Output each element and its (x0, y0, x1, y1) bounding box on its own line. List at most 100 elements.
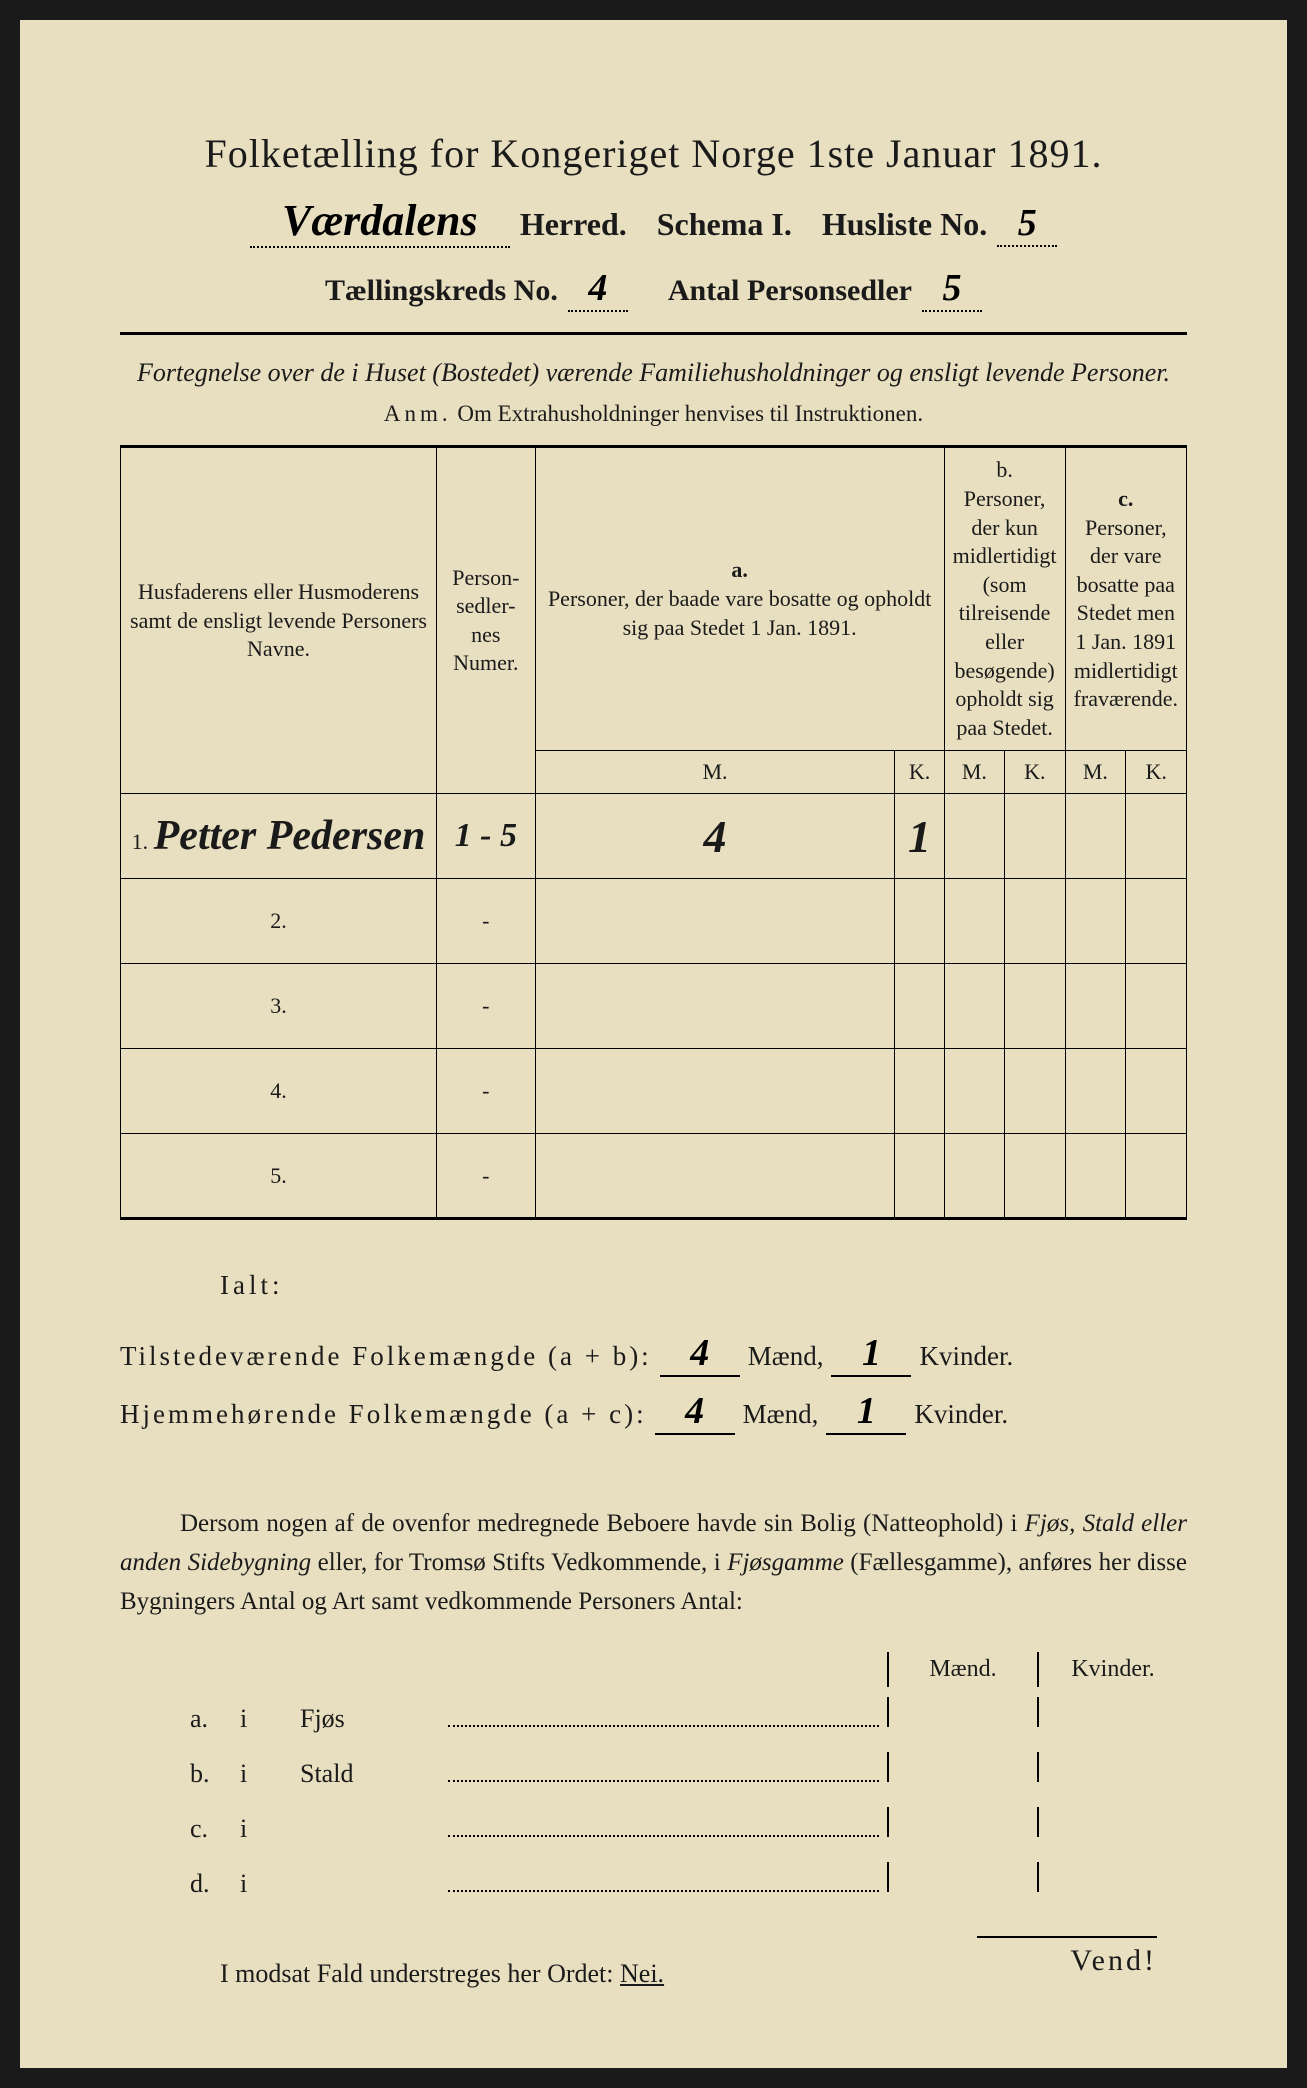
building-label: a. (190, 1704, 240, 1734)
nei: Nei. (620, 1959, 664, 1988)
table-row: 2. - (121, 879, 1187, 964)
row-a_k-cell (895, 1134, 944, 1219)
row-b_m-cell (944, 964, 1004, 1049)
building-val-k (1037, 1862, 1187, 1892)
building-i: i (240, 1814, 300, 1844)
kvinder-label-1: Kvinder. (919, 1341, 1013, 1372)
col-header-numer: Person-sedler-nes Numer. (437, 447, 536, 794)
hjemme-label: Hjemmehørende Folkemængde (a + c): (120, 1399, 647, 1430)
building-name: Fjøs (300, 1704, 440, 1734)
row-c_m-cell (1065, 879, 1126, 964)
row-b_k-cell (1005, 879, 1065, 964)
row-name-cell: 3. (121, 964, 437, 1049)
row-b_m-cell (944, 879, 1004, 964)
building-dots (448, 1835, 879, 1837)
building-row: b.iStald (120, 1752, 1187, 1789)
row-a_m-cell (535, 879, 895, 964)
anm-line: Anm. Om Extrahusholdninger henvises til … (120, 401, 1187, 427)
building-val-k (1037, 1752, 1187, 1782)
row-b_k-cell (1005, 1049, 1065, 1134)
subtitle-text: Fortegnelse over de i Huset (Bostedet) v… (120, 355, 1187, 391)
building-dots (448, 1725, 879, 1727)
row-numer-cell: - (437, 964, 536, 1049)
divider-1 (120, 332, 1187, 335)
table-row: 4. - (121, 1049, 1187, 1134)
main-title: Folketælling for Kongeriget Norge 1ste J… (120, 130, 1187, 177)
building-val-m (887, 1862, 1037, 1892)
row-numer-cell: - (437, 879, 536, 964)
building-section: Mænd. Kvinder. a.iFjøsb.iStaldc.id.i (120, 1652, 1187, 1899)
row-b_k-cell (1005, 1134, 1065, 1219)
row-c_k-cell (1126, 964, 1187, 1049)
ialt-label: Ialt: (220, 1270, 1187, 1301)
ialt-section: Ialt: Tilstedeværende Folkemængde (a + b… (120, 1270, 1187, 1435)
schema-label: Schema I. (657, 206, 792, 243)
col-header-names: Husfaderens eller Husmoderens samt de en… (121, 447, 437, 794)
main-table: Husfaderens eller Husmoderens samt de en… (120, 445, 1187, 1220)
row-c_m-cell (1065, 1134, 1126, 1219)
taelling-label: Tællingskreds No. (325, 274, 558, 308)
col-c-k: K. (1126, 751, 1187, 794)
dersom-paragraph: Dersom nogen af de ovenfor medregnede Be… (120, 1505, 1187, 1621)
col-a-m: M. (535, 751, 895, 794)
building-dots (448, 1780, 879, 1782)
row-name-cell: 5. (121, 1134, 437, 1219)
row-b_k-cell (1005, 964, 1065, 1049)
census-form-page: Folketælling for Kongeriget Norge 1ste J… (20, 20, 1287, 2068)
hjemme-row: Hjemmehørende Folkemængde (a + c): 4 Mæn… (120, 1389, 1187, 1435)
building-header-maend: Mænd. (887, 1652, 1037, 1687)
col-header-c: c. Personer, der vare bosatte paa Stedet… (1065, 447, 1186, 751)
herred-label: Herred. (520, 206, 627, 243)
building-val-m (887, 1752, 1037, 1782)
row-b_m-cell (944, 794, 1004, 879)
col-b-m: M. (944, 751, 1004, 794)
row-a_k-cell (895, 1049, 944, 1134)
antal-value: 5 (922, 266, 982, 312)
tilstede-m: 4 (660, 1331, 740, 1377)
hjemme-k: 1 (826, 1389, 906, 1435)
tilstede-k: 1 (831, 1331, 911, 1377)
tilstede-row: Tilstedeværende Folkemængde (a + b): 4 M… (120, 1331, 1187, 1377)
anm-text: Om Extrahusholdninger henvises til Instr… (457, 401, 923, 426)
col-header-b: b. Personer, der kun midlertidigt (som t… (944, 447, 1065, 751)
col-header-a: a. Personer, der baade vare bosatte og o… (535, 447, 944, 751)
row-a_k-cell (895, 879, 944, 964)
title-line-2: Værdalens Herred. Schema I. Husliste No.… (120, 195, 1187, 248)
herred-value: Værdalens (250, 195, 510, 248)
building-label: b. (190, 1759, 240, 1789)
row-numer-cell: 1 - 5 (437, 794, 536, 879)
row-a_m-cell (535, 964, 895, 1049)
husliste-value: 5 (997, 201, 1057, 247)
row-a_m-cell (535, 1134, 895, 1219)
vend-label: Vend! (977, 1936, 1157, 1978)
row-name-cell: 2. (121, 879, 437, 964)
antal-label: Antal Personsedler (668, 274, 912, 308)
taelling-value: 4 (568, 266, 628, 312)
row-a_m-cell (535, 1049, 895, 1134)
table-row: 3. - (121, 964, 1187, 1049)
col-a-k: K. (895, 751, 944, 794)
row-a_m-cell: 4 (535, 794, 895, 879)
row-c_k-cell (1126, 794, 1187, 879)
modsat-text: I modsat Fald understreges her Ordet: (220, 1959, 614, 1988)
building-val-m (887, 1807, 1037, 1837)
row-c_k-cell (1126, 1134, 1187, 1219)
row-a_k-cell (895, 964, 944, 1049)
building-val-m (887, 1697, 1037, 1727)
title-section: Folketælling for Kongeriget Norge 1ste J… (120, 130, 1187, 312)
building-row: d.i (120, 1862, 1187, 1899)
building-i: i (240, 1704, 300, 1734)
table-row: 1. Petter Pedersen1 - 541 (121, 794, 1187, 879)
row-numer-cell: - (437, 1134, 536, 1219)
table-row: 5. - (121, 1134, 1187, 1219)
row-b_m-cell (944, 1134, 1004, 1219)
building-dots (448, 1890, 879, 1892)
maend-label-2: Mænd, (743, 1399, 819, 1430)
row-c_k-cell (1126, 1049, 1187, 1134)
building-row: c.i (120, 1807, 1187, 1844)
row-name-cell: 1. Petter Pedersen (121, 794, 437, 879)
row-a_k-cell: 1 (895, 794, 944, 879)
row-c_m-cell (1065, 964, 1126, 1049)
col-c-m: M. (1065, 751, 1126, 794)
kvinder-label-2: Kvinder. (914, 1399, 1008, 1430)
